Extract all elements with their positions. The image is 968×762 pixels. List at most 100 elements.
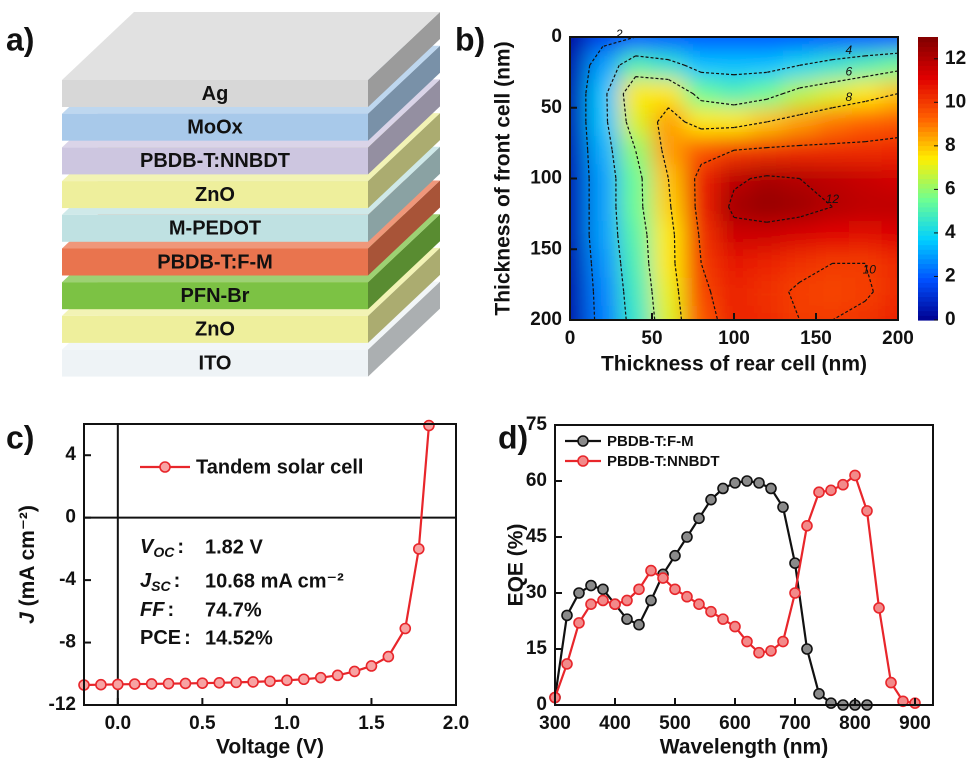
colorbar-label: 10 bbox=[945, 91, 966, 112]
contour-label: 12 bbox=[826, 192, 840, 206]
colorbar-swatch bbox=[918, 197, 938, 203]
marker bbox=[230, 676, 242, 689]
colorbar-swatch bbox=[918, 46, 938, 52]
layer-top bbox=[62, 12, 440, 80]
colorbar-swatch bbox=[918, 112, 938, 118]
layer-label: PBDB-T:F-M bbox=[157, 251, 273, 273]
colorbar-swatch bbox=[918, 291, 938, 298]
colorbar-swatch bbox=[918, 154, 938, 161]
heat-cell bbox=[586, 107, 620, 137]
heat-cell bbox=[570, 305, 587, 320]
marker bbox=[717, 482, 729, 495]
colorbar-swatch bbox=[918, 315, 938, 321]
heat-cell bbox=[816, 305, 850, 320]
annotation-sep: : bbox=[184, 627, 191, 649]
marker bbox=[861, 505, 873, 517]
layer-side bbox=[368, 247, 440, 343]
marker bbox=[645, 594, 657, 607]
annotation-symbol-main: V bbox=[140, 536, 155, 558]
y-tick-label: 4 bbox=[65, 444, 76, 465]
heat-cell bbox=[586, 220, 620, 250]
heat-cell bbox=[619, 277, 653, 307]
plot-frame bbox=[83, 423, 457, 706]
heat-cell bbox=[619, 249, 653, 279]
marker bbox=[885, 676, 897, 689]
x-tick-label: 1.5 bbox=[358, 713, 385, 734]
colorbar-swatch bbox=[918, 282, 938, 288]
series-line bbox=[553, 473, 916, 705]
heat-cell bbox=[783, 220, 817, 250]
annotation-symbol: PCE: bbox=[140, 627, 191, 649]
marker bbox=[849, 469, 861, 482]
layer-front bbox=[62, 282, 368, 310]
x-tick-label: 400 bbox=[599, 713, 631, 734]
x-tick-label: 200 bbox=[882, 328, 914, 349]
legend-label: PBDB-T:F-M bbox=[607, 433, 694, 450]
marker bbox=[95, 678, 107, 691]
layer-front bbox=[62, 147, 368, 175]
colorbar-swatch bbox=[918, 79, 938, 85]
heat-cell bbox=[881, 107, 898, 137]
y-tick-label: 45 bbox=[526, 526, 548, 547]
marker bbox=[561, 658, 573, 670]
marker bbox=[873, 602, 885, 614]
contour-line bbox=[694, 137, 898, 320]
heat-cell bbox=[717, 37, 751, 52]
marker bbox=[741, 635, 753, 648]
heat-cell bbox=[816, 220, 850, 250]
layer-side bbox=[368, 79, 440, 175]
colorbar-swatch bbox=[918, 202, 938, 208]
marker bbox=[281, 674, 293, 687]
annotation-sep: : bbox=[177, 536, 184, 558]
heat-cell bbox=[717, 164, 751, 194]
heat-cell bbox=[750, 220, 784, 250]
heat-cell bbox=[816, 51, 850, 80]
marker bbox=[825, 484, 837, 497]
layer-side bbox=[368, 146, 440, 242]
marker bbox=[693, 512, 705, 525]
layer-front bbox=[62, 349, 368, 377]
heatmap bbox=[570, 37, 898, 320]
panel-label: d) bbox=[498, 419, 528, 455]
y-tick-label: 75 bbox=[526, 414, 548, 435]
colorbar-swatch bbox=[918, 88, 938, 95]
colorbar-swatch bbox=[918, 60, 938, 66]
annotation-sep: : bbox=[167, 599, 174, 621]
heat-cell bbox=[619, 37, 653, 52]
colorbar-swatch bbox=[918, 230, 938, 236]
layer-side bbox=[368, 113, 440, 209]
colorbar-swatch bbox=[918, 93, 938, 99]
heat-cell bbox=[684, 37, 719, 52]
marker bbox=[573, 587, 585, 599]
marker bbox=[705, 605, 717, 618]
heat-cell bbox=[652, 305, 686, 320]
heat-cell bbox=[717, 249, 751, 279]
marker bbox=[621, 613, 633, 625]
colorbar-swatch bbox=[918, 121, 938, 128]
marker bbox=[264, 675, 276, 688]
annotation-value: 10.68 mA cm⁻² bbox=[205, 570, 344, 592]
colorbar-swatch bbox=[918, 183, 938, 189]
colorbar-swatch bbox=[918, 164, 938, 170]
marker bbox=[669, 549, 681, 562]
layer-front bbox=[62, 181, 368, 209]
heat-cell bbox=[816, 192, 850, 222]
layer-label: M-PEDOT bbox=[169, 218, 261, 240]
marker bbox=[705, 493, 717, 506]
marker bbox=[837, 478, 849, 491]
colorbar-swatch bbox=[918, 206, 938, 213]
heat-cell bbox=[816, 164, 850, 194]
marker bbox=[365, 660, 378, 672]
heat-cell bbox=[783, 51, 817, 80]
colorbar-swatch bbox=[918, 136, 938, 142]
heat-cell bbox=[652, 220, 686, 250]
plot-frame bbox=[554, 424, 934, 706]
colorbar-swatch bbox=[918, 235, 938, 241]
annotation-symbol-sub: SC bbox=[151, 578, 171, 594]
heat-cell bbox=[586, 277, 620, 307]
heat-cell bbox=[816, 107, 850, 137]
heat-cell bbox=[750, 107, 784, 137]
heat-cell bbox=[619, 192, 653, 222]
colorbar-swatch bbox=[918, 159, 938, 165]
heat-cell bbox=[586, 305, 620, 320]
